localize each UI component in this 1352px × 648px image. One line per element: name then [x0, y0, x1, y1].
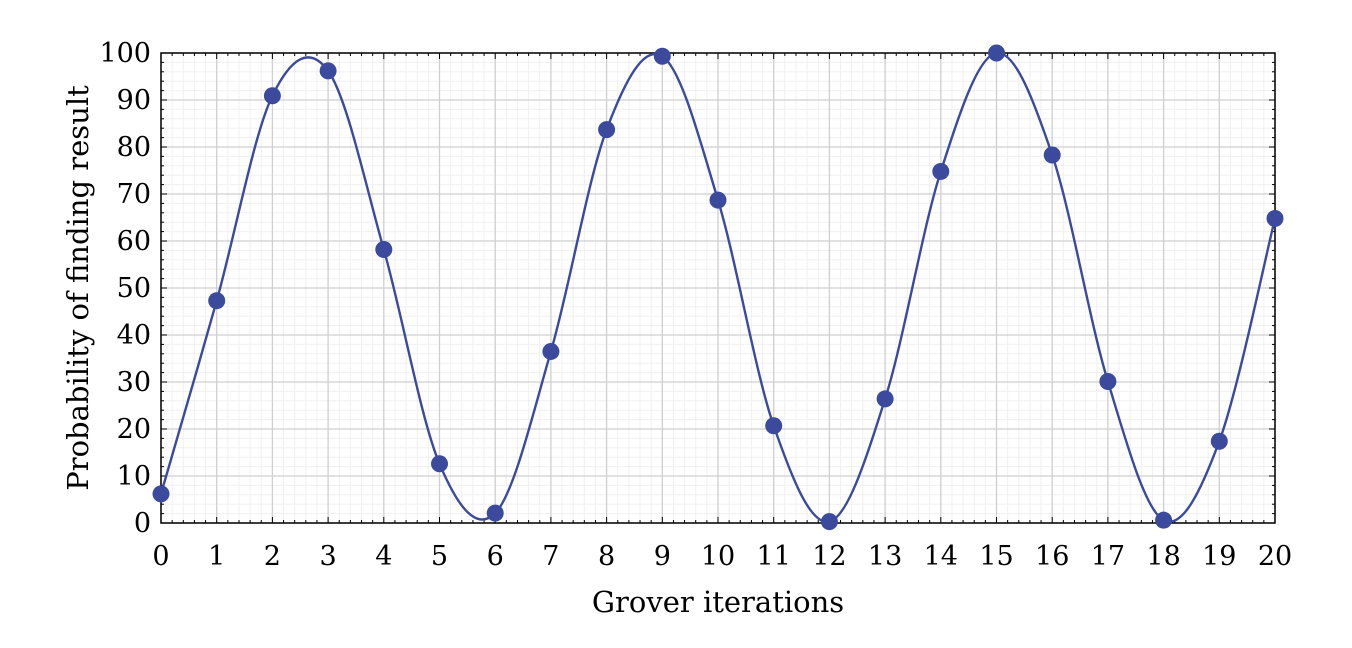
y-tick-labels: 0 10 20 30 40 50 60 70 80 90 100 [99, 38, 151, 539]
x-tick-label: 8 [598, 541, 615, 572]
x-tick-label: 0 [152, 541, 169, 572]
x-tick-label: 14 [924, 541, 958, 572]
x-tick-label: 20 [1258, 541, 1292, 572]
data-point [765, 417, 783, 435]
data-point [1043, 146, 1061, 164]
x-tick-label: 4 [375, 541, 392, 572]
x-tick-label: 18 [1146, 541, 1180, 572]
y-tick-label: 30 [117, 367, 151, 398]
x-tick-label: 9 [654, 541, 671, 572]
y-tick-label: 60 [117, 226, 151, 257]
data-point [431, 455, 448, 473]
x-tick-label: 13 [868, 541, 902, 572]
y-tick-label: 40 [117, 320, 151, 351]
y-tick-label: 90 [117, 85, 151, 116]
data-points [152, 44, 1284, 531]
x-tick-label: 7 [542, 541, 559, 572]
y-tick-label: 100 [99, 38, 151, 69]
data-point [375, 240, 393, 258]
y-tick-label: 0 [134, 508, 151, 539]
x-tick-label: 19 [1202, 541, 1236, 572]
y-tick-label: 80 [117, 132, 151, 163]
data-point [988, 44, 1005, 62]
data-point [319, 62, 337, 80]
data-point [598, 121, 616, 139]
y-axis-title: Probability of finding result [61, 85, 95, 491]
major-grid [160, 52, 1276, 524]
data-point [486, 504, 504, 522]
x-tick-label: 6 [487, 541, 504, 572]
x-axis-title: Grover iterations [592, 585, 844, 619]
x-tick-label: 5 [431, 541, 448, 572]
data-point [208, 292, 226, 310]
data-point [1210, 432, 1228, 450]
data-point [709, 191, 727, 209]
data-point [653, 47, 671, 65]
x-tick-labels: 0 1 2 3 4 5 6 7 8 9 10 11 12 13 14 15 16 17 18 19 20 [152, 541, 1292, 572]
data-point [1266, 209, 1284, 227]
y-tick-label: 70 [117, 179, 151, 210]
data-point [876, 390, 894, 408]
x-tick-label: 10 [701, 541, 735, 572]
data-point [1099, 373, 1117, 391]
data-point [263, 87, 281, 105]
data-point [1155, 511, 1173, 529]
x-tick-label: 11 [757, 541, 791, 572]
y-tick-label: 10 [117, 461, 151, 492]
plot-frame [160, 52, 1276, 524]
data-point [152, 485, 170, 503]
x-tick-label: 16 [1035, 541, 1069, 572]
x-tick-label: 1 [208, 541, 225, 572]
y-tick-label: 50 [117, 273, 151, 304]
x-tick-label: 12 [812, 541, 846, 572]
data-point [820, 513, 838, 531]
data-point [542, 342, 560, 360]
x-tick-label: 15 [979, 541, 1013, 572]
y-tick-label: 20 [117, 414, 151, 445]
x-tick-label: 3 [320, 541, 337, 572]
x-tick-label: 2 [264, 541, 281, 572]
x-tick-label: 17 [1091, 541, 1125, 572]
data-point [932, 162, 950, 180]
